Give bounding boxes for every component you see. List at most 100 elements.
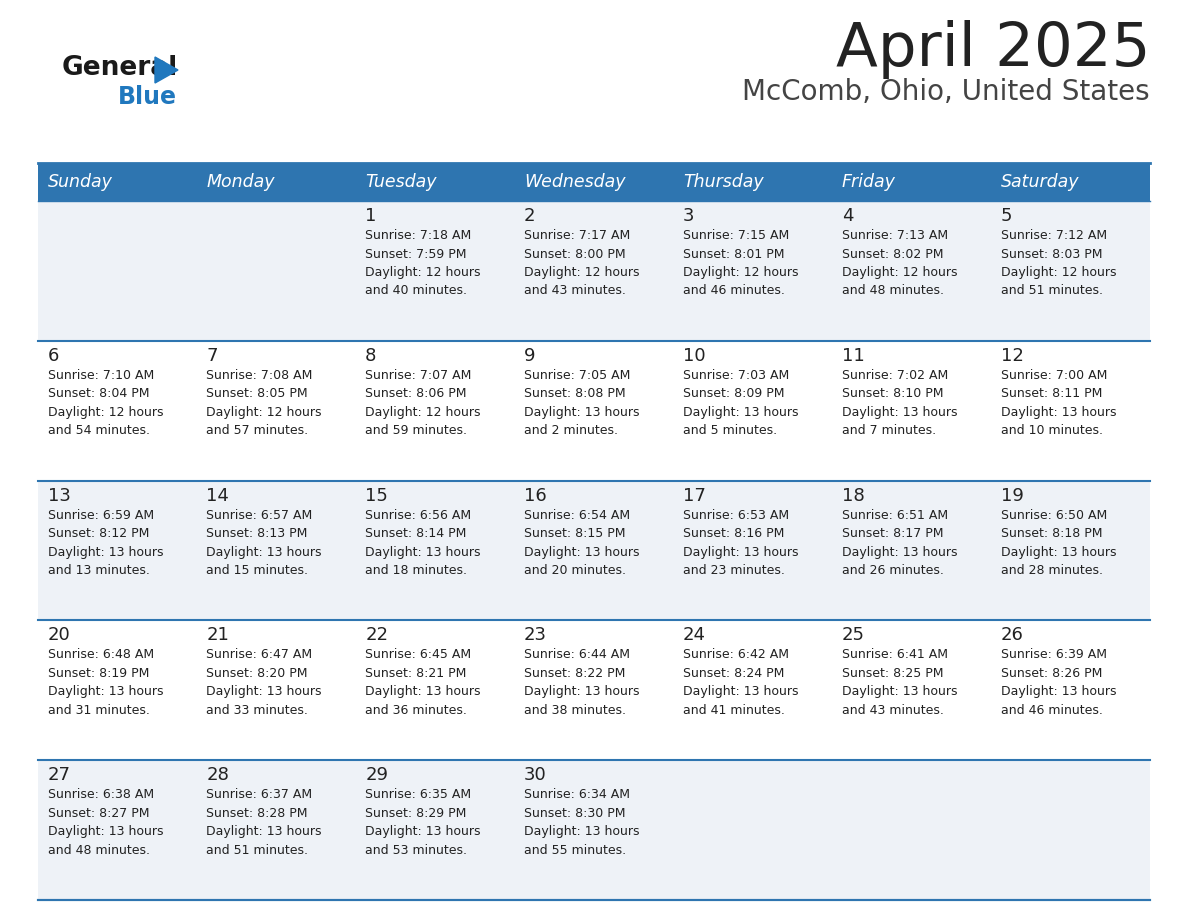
Text: and 54 minutes.: and 54 minutes. <box>48 424 150 437</box>
Text: Blue: Blue <box>118 85 177 109</box>
Text: Daylight: 13 hours: Daylight: 13 hours <box>207 686 322 699</box>
Text: Sunrise: 6:51 AM: Sunrise: 6:51 AM <box>842 509 948 521</box>
Bar <box>833 163 991 201</box>
Text: Daylight: 13 hours: Daylight: 13 hours <box>207 825 322 838</box>
Text: and 51 minutes.: and 51 minutes. <box>207 844 309 856</box>
Text: 14: 14 <box>207 487 229 505</box>
Text: and 31 minutes.: and 31 minutes. <box>48 704 150 717</box>
Text: and 18 minutes.: and 18 minutes. <box>365 564 467 577</box>
Text: 19: 19 <box>1000 487 1024 505</box>
Text: Daylight: 12 hours: Daylight: 12 hours <box>1000 266 1117 279</box>
Text: Sunrise: 7:00 AM: Sunrise: 7:00 AM <box>1000 369 1107 382</box>
Text: Sunset: 8:29 PM: Sunset: 8:29 PM <box>365 807 467 820</box>
Text: Daylight: 13 hours: Daylight: 13 hours <box>207 545 322 558</box>
Text: 30: 30 <box>524 767 546 784</box>
Text: Sunset: 8:28 PM: Sunset: 8:28 PM <box>207 807 308 820</box>
Text: Sunset: 8:06 PM: Sunset: 8:06 PM <box>365 387 467 400</box>
Text: Sunrise: 6:54 AM: Sunrise: 6:54 AM <box>524 509 630 521</box>
Text: and 59 minutes.: and 59 minutes. <box>365 424 467 437</box>
Text: Sunrise: 6:48 AM: Sunrise: 6:48 AM <box>48 648 153 661</box>
Text: Sunset: 8:22 PM: Sunset: 8:22 PM <box>524 666 625 680</box>
Text: and 5 minutes.: and 5 minutes. <box>683 424 777 437</box>
Text: Sunrise: 6:44 AM: Sunrise: 6:44 AM <box>524 648 630 661</box>
Text: 13: 13 <box>48 487 70 505</box>
Text: Sunrise: 7:07 AM: Sunrise: 7:07 AM <box>365 369 472 382</box>
Text: Sunset: 8:14 PM: Sunset: 8:14 PM <box>365 527 467 540</box>
Text: Daylight: 13 hours: Daylight: 13 hours <box>1000 686 1117 699</box>
Text: Sunrise: 7:08 AM: Sunrise: 7:08 AM <box>207 369 312 382</box>
Text: Daylight: 12 hours: Daylight: 12 hours <box>842 266 958 279</box>
Text: 11: 11 <box>842 347 865 364</box>
Text: Sunset: 8:20 PM: Sunset: 8:20 PM <box>207 666 308 680</box>
Text: Daylight: 12 hours: Daylight: 12 hours <box>48 406 163 419</box>
Text: Daylight: 13 hours: Daylight: 13 hours <box>683 406 798 419</box>
Text: and 43 minutes.: and 43 minutes. <box>842 704 943 717</box>
Bar <box>38 481 1150 621</box>
Text: Sunset: 8:19 PM: Sunset: 8:19 PM <box>48 666 148 680</box>
Text: Sunset: 8:13 PM: Sunset: 8:13 PM <box>207 527 308 540</box>
Text: Sunset: 8:02 PM: Sunset: 8:02 PM <box>842 248 943 261</box>
Text: Daylight: 13 hours: Daylight: 13 hours <box>365 545 481 558</box>
Text: Sunrise: 6:42 AM: Sunrise: 6:42 AM <box>683 648 789 661</box>
Text: Sunset: 8:18 PM: Sunset: 8:18 PM <box>1000 527 1102 540</box>
Text: and 43 minutes.: and 43 minutes. <box>524 285 626 297</box>
Text: 5: 5 <box>1000 207 1012 225</box>
Text: Sunset: 7:59 PM: Sunset: 7:59 PM <box>365 248 467 261</box>
Text: and 53 minutes.: and 53 minutes. <box>365 844 467 856</box>
Text: 15: 15 <box>365 487 388 505</box>
Text: and 10 minutes.: and 10 minutes. <box>1000 424 1102 437</box>
Text: Daylight: 13 hours: Daylight: 13 hours <box>842 686 958 699</box>
Text: and 23 minutes.: and 23 minutes. <box>683 564 785 577</box>
Text: 7: 7 <box>207 347 217 364</box>
Text: Sunset: 8:25 PM: Sunset: 8:25 PM <box>842 666 943 680</box>
Text: 16: 16 <box>524 487 546 505</box>
Text: Sunset: 8:08 PM: Sunset: 8:08 PM <box>524 387 626 400</box>
Text: and 7 minutes.: and 7 minutes. <box>842 424 936 437</box>
Text: 20: 20 <box>48 626 70 644</box>
Text: Sunset: 8:16 PM: Sunset: 8:16 PM <box>683 527 784 540</box>
Text: McComb, Ohio, United States: McComb, Ohio, United States <box>742 78 1150 106</box>
Bar <box>355 163 514 201</box>
Text: Sunset: 8:04 PM: Sunset: 8:04 PM <box>48 387 148 400</box>
Text: Saturday: Saturday <box>1000 173 1079 191</box>
Text: Daylight: 13 hours: Daylight: 13 hours <box>524 406 639 419</box>
Text: 17: 17 <box>683 487 706 505</box>
Bar <box>674 163 833 201</box>
Text: Sunrise: 6:39 AM: Sunrise: 6:39 AM <box>1000 648 1107 661</box>
Text: Daylight: 13 hours: Daylight: 13 hours <box>1000 406 1117 419</box>
Text: Sunset: 8:24 PM: Sunset: 8:24 PM <box>683 666 784 680</box>
Text: 9: 9 <box>524 347 536 364</box>
Bar <box>991 163 1150 201</box>
Text: Daylight: 12 hours: Daylight: 12 hours <box>365 266 481 279</box>
Bar <box>38 760 1150 900</box>
Text: Sunrise: 6:57 AM: Sunrise: 6:57 AM <box>207 509 312 521</box>
Text: and 20 minutes.: and 20 minutes. <box>524 564 626 577</box>
Text: 22: 22 <box>365 626 388 644</box>
Text: Sunrise: 6:38 AM: Sunrise: 6:38 AM <box>48 789 153 801</box>
Bar <box>38 341 1150 481</box>
Polygon shape <box>154 57 178 83</box>
Text: Sunrise: 7:13 AM: Sunrise: 7:13 AM <box>842 229 948 242</box>
Text: Daylight: 13 hours: Daylight: 13 hours <box>524 545 639 558</box>
Text: and 46 minutes.: and 46 minutes. <box>683 285 785 297</box>
Text: Sunset: 8:27 PM: Sunset: 8:27 PM <box>48 807 148 820</box>
Bar <box>38 163 197 201</box>
Text: and 15 minutes.: and 15 minutes. <box>207 564 309 577</box>
Text: Sunrise: 7:03 AM: Sunrise: 7:03 AM <box>683 369 789 382</box>
Text: Daylight: 12 hours: Daylight: 12 hours <box>524 266 639 279</box>
Text: Thursday: Thursday <box>683 173 764 191</box>
Text: 18: 18 <box>842 487 865 505</box>
Text: Daylight: 13 hours: Daylight: 13 hours <box>524 686 639 699</box>
Text: and 33 minutes.: and 33 minutes. <box>207 704 308 717</box>
Text: Sunset: 8:26 PM: Sunset: 8:26 PM <box>1000 666 1102 680</box>
Text: Daylight: 12 hours: Daylight: 12 hours <box>683 266 798 279</box>
Text: Sunrise: 7:02 AM: Sunrise: 7:02 AM <box>842 369 948 382</box>
Text: and 26 minutes.: and 26 minutes. <box>842 564 943 577</box>
Text: 4: 4 <box>842 207 853 225</box>
Text: Sunset: 8:09 PM: Sunset: 8:09 PM <box>683 387 784 400</box>
Text: 26: 26 <box>1000 626 1024 644</box>
Text: Daylight: 12 hours: Daylight: 12 hours <box>207 406 322 419</box>
Text: and 55 minutes.: and 55 minutes. <box>524 844 626 856</box>
Text: 24: 24 <box>683 626 706 644</box>
Text: Daylight: 13 hours: Daylight: 13 hours <box>365 686 481 699</box>
